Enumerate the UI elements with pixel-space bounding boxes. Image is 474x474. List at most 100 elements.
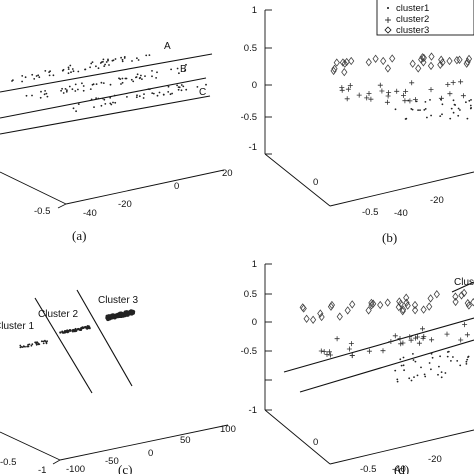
x-tick: -40 [83, 208, 97, 219]
dot-marker [100, 81, 103, 84]
dot-marker [66, 329, 69, 332]
caption-c: (c) [118, 462, 132, 474]
dot-marker [27, 343, 30, 346]
dot-marker [430, 368, 432, 371]
dot-marker [105, 61, 108, 63]
diamond-marker [404, 301, 411, 310]
dot-marker [441, 113, 443, 116]
dot-marker [72, 107, 75, 110]
panel-c: Cluster 1 Cluster 2 Cluster 3 -100 -50 0… [0, 289, 236, 474]
dot-marker [38, 76, 41, 79]
diamond-marker [428, 52, 435, 61]
dot-marker [185, 63, 187, 66]
plus-marker [412, 97, 418, 103]
dot-marker [412, 359, 415, 361]
plus-marker [420, 335, 426, 341]
line-a [0, 53, 213, 93]
dot-marker [148, 88, 151, 91]
dot-marker [139, 76, 142, 79]
diamond-marker [339, 58, 346, 67]
dot-marker [467, 355, 470, 358]
x-tick: 0 [148, 448, 153, 459]
dot-marker [151, 75, 153, 78]
dot-marker [449, 117, 452, 120]
dot-marker [61, 330, 64, 333]
dot-marker [465, 101, 467, 104]
dot-marker [71, 68, 74, 70]
plus-marker [321, 349, 327, 355]
dot-marker [45, 92, 48, 95]
dot-marker [113, 94, 116, 97]
dot-marker [396, 380, 399, 383]
dot-marker [19, 344, 22, 347]
z-tick: 1 [252, 5, 257, 16]
dot-marker [440, 98, 442, 101]
z-tick: -0.5 [241, 346, 257, 357]
legend-dot-marker [387, 7, 389, 9]
dot-marker [196, 86, 199, 88]
dot-marker [121, 60, 124, 63]
diamond-marker [348, 56, 355, 66]
dot-marker [162, 93, 165, 96]
dot-marker [450, 360, 452, 362]
dot-marker [468, 99, 471, 102]
diamond-marker [452, 297, 459, 307]
caption-b: (b) [382, 230, 397, 245]
dot-marker [452, 99, 455, 102]
dot-marker [119, 78, 122, 80]
plus-marker [377, 82, 383, 88]
dot-marker [75, 329, 78, 332]
diamond-marker [412, 306, 419, 315]
plus-marker [464, 332, 470, 338]
panel-b-points [330, 52, 473, 120]
diamond-marker [395, 302, 402, 312]
panel-c-points [19, 309, 136, 349]
plus-marker [388, 339, 394, 344]
x-tick: -20 [430, 195, 444, 206]
dot-marker [121, 81, 124, 84]
dot-marker [136, 57, 138, 60]
legend-plus-marker [385, 17, 391, 23]
dot-marker [155, 77, 158, 79]
dot-marker [121, 77, 124, 80]
dot-marker [416, 374, 419, 377]
dot-marker [11, 80, 13, 82]
dot-marker [394, 108, 397, 111]
dot-marker [450, 107, 453, 110]
dot-marker [456, 360, 459, 362]
plus-marker [450, 80, 456, 86]
panel-d-separating-lines [283, 281, 474, 393]
dot-marker [148, 54, 151, 56]
plus-marker [416, 340, 422, 346]
dot-marker [145, 54, 148, 57]
dot-marker [117, 314, 121, 319]
plus-marker [415, 334, 420, 340]
dot-marker [38, 343, 41, 346]
dot-marker [423, 373, 426, 376]
dot-marker [126, 96, 128, 98]
dot-marker [89, 88, 92, 90]
dot-marker [123, 57, 126, 59]
caption-d: (d) [394, 462, 409, 474]
dot-marker [430, 114, 432, 117]
diamond-marker [465, 301, 472, 310]
dot-marker [108, 64, 110, 66]
y-tick: -0.5 [362, 207, 378, 218]
dot-marker [101, 97, 104, 100]
dot-marker [130, 78, 133, 81]
dot-marker [81, 82, 83, 85]
x-tick: -20 [118, 199, 132, 210]
x-tick: -40 [392, 464, 406, 474]
dot-marker [44, 90, 46, 92]
diamond-marker [464, 298, 471, 308]
plus-marker [386, 90, 392, 96]
diamond-marker [456, 55, 463, 64]
plus-marker [397, 336, 403, 341]
dot-marker [82, 89, 85, 92]
diamond-marker [370, 299, 377, 308]
dot-marker [169, 93, 172, 96]
x-tick: 50 [180, 435, 191, 446]
z-tick: 1 [252, 259, 257, 270]
dot-marker [417, 109, 419, 111]
dot-marker [441, 103, 444, 106]
